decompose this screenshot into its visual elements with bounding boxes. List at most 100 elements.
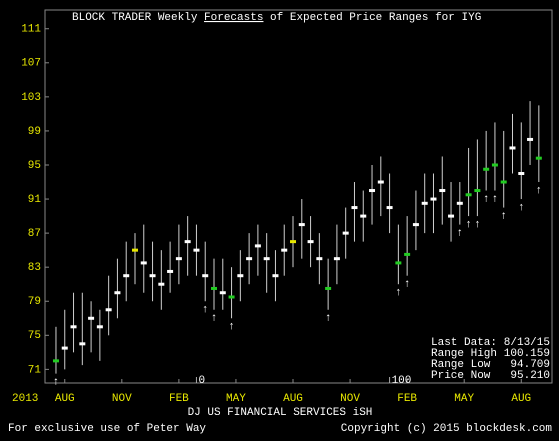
signal-arrow: ↑ [404,279,411,291]
signal-arrow: ↑ [202,304,209,316]
y-tick-label: 91 [28,194,42,206]
price-marker [79,342,86,346]
y-tick-label: 71 [28,364,42,376]
price-marker [219,291,226,295]
subtitle: DJ US FINANCIAL SERVICES iSH [188,407,373,419]
info-value: 94.709 [510,359,550,371]
signal-arrow: ↑ [53,377,60,389]
price-marker [395,261,402,265]
price-marker [149,274,156,278]
price-marker [465,193,472,197]
price-marker [263,257,270,261]
y-tick-label: 83 [28,262,41,274]
price-marker [298,223,305,227]
price-marker [500,180,507,184]
price-marker [105,308,112,312]
x-tick-label: AUG [511,393,531,405]
y-tick-label: 79 [28,296,41,308]
y-tick-label: 75 [28,330,41,342]
x-tick-label: AUG [55,393,75,405]
price-marker [439,189,446,193]
price-marker [518,172,525,176]
price-marker [307,240,314,244]
price-marker [369,189,376,193]
signal-arrow: ↑ [474,219,481,231]
signal-arrow: ↑ [483,193,490,205]
price-marker [123,274,130,278]
price-marker [272,274,279,278]
signal-arrow: ↑ [211,313,218,325]
price-marker [351,206,358,210]
price-marker [333,257,340,261]
year-label: 2013 [12,393,38,405]
y-tick-label: 103 [21,92,41,104]
price-marker [535,156,542,160]
info-label: Price Now [431,370,491,382]
price-marker [527,137,534,141]
signal-arrow: ↑ [228,321,235,333]
info-value: 8/13/15 [504,337,550,349]
price-marker [448,214,455,218]
y-tick-label: 111 [21,24,41,36]
price-marker [430,197,437,201]
info-label: Range High [431,348,497,360]
info-label: Range Low [431,359,491,371]
x-tick-label: NOV [340,393,360,405]
price-marker [237,274,244,278]
price-marker [202,274,209,278]
price-marker [211,286,217,290]
plot-frame [44,9,553,384]
price-marker [140,261,147,265]
info-value: 95.210 [510,370,550,382]
price-marker [61,346,68,350]
price-marker [421,201,428,205]
price-marker [131,248,138,252]
x-tick-label: AUG [283,393,303,405]
x-tick-label: FEB [169,393,189,405]
signal-arrow: ↑ [395,287,402,299]
footer-left: For exclusive use of Peter Way [8,423,206,435]
price-marker [483,167,490,171]
price-marker [175,257,182,261]
price-marker [246,257,253,261]
x-tick-label: NOV [112,393,132,405]
signal-arrow: ↑ [492,193,499,205]
price-marker [404,252,411,256]
signal-arrow: ↑ [457,228,464,240]
price-marker [509,146,516,150]
footer-right: Copyright (c) 2015 blockdesk.com [341,423,553,435]
marker-label: 0 [198,375,205,387]
price-marker [167,269,174,273]
price-marker [325,286,332,290]
price-marker [316,257,323,261]
price-marker [386,206,393,210]
price-marker [342,231,349,235]
price-marker [491,163,498,167]
x-tick-label: MAY [226,393,246,405]
signal-arrow: ↑ [325,313,332,325]
price-marker [88,316,95,320]
title: BLOCK TRADER Weekly Forecasts of Expecte… [72,12,481,24]
y-tick-label: 107 [21,58,41,70]
price-marker [96,325,103,329]
price-marker [281,248,288,252]
x-tick-label: FEB [397,393,417,405]
price-marker [456,201,463,205]
price-marker [70,325,77,329]
y-tick-label: 99 [28,126,41,138]
signal-arrow: ↑ [518,202,525,214]
info-label: Last Data: [431,337,497,349]
price-marker [254,244,261,248]
price-marker [158,282,165,286]
price-marker [193,248,200,252]
signal-arrow: ↑ [536,185,543,197]
price-marker [184,240,191,244]
price-marker [474,189,481,193]
info-value: 100.159 [504,348,550,360]
y-tick-label: 87 [28,228,41,240]
y-tick-label: 95 [28,160,41,172]
price-marker [377,180,384,184]
price-marker [290,240,297,244]
price-marker [360,214,367,218]
